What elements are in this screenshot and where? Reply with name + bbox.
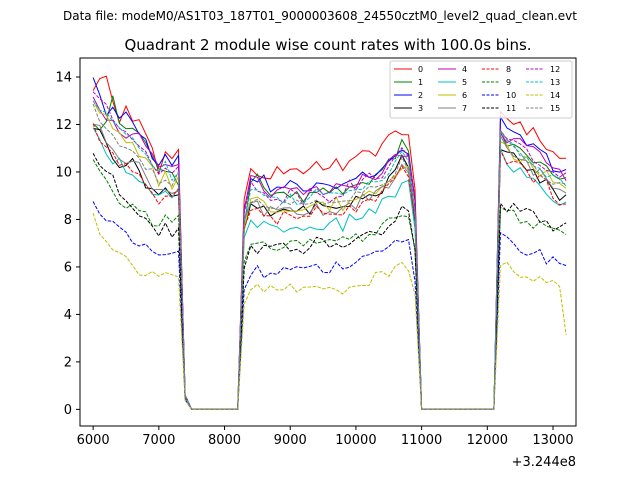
legend-label-4: 4 xyxy=(462,65,467,74)
x-tick-label: 6000 xyxy=(77,433,110,448)
legend-label-12: 12 xyxy=(550,65,560,74)
legend-label-5: 5 xyxy=(462,78,467,87)
y-axis: 0 2 4 6 8 10 12 14 xyxy=(55,70,80,418)
y-tick-label: 4 xyxy=(64,308,72,323)
x-tick-label: 13000 xyxy=(532,433,573,448)
plot-lines xyxy=(92,75,567,410)
legend-frame xyxy=(389,60,573,119)
y-tick-label: 14 xyxy=(55,70,72,85)
legend-label-11: 11 xyxy=(506,104,516,113)
x-tick-label: 7000 xyxy=(142,433,175,448)
chart-title: Quadrant 2 module wise count rates with … xyxy=(124,36,531,54)
legend-label-2: 2 xyxy=(418,91,423,100)
series-line-10 xyxy=(92,201,567,410)
x-tick-label: 8000 xyxy=(208,433,241,448)
legend-label-13: 13 xyxy=(550,78,560,87)
legend-label-10: 10 xyxy=(506,91,516,100)
legend-label-1: 1 xyxy=(418,78,423,87)
series-line-13 xyxy=(92,100,567,410)
y-tick-label: 6 xyxy=(64,260,72,275)
x-tick-label: 9000 xyxy=(274,433,307,448)
series-line-9 xyxy=(92,159,567,410)
x-offset-label: +3.244e8 xyxy=(512,455,576,470)
y-tick-label: 2 xyxy=(64,355,72,370)
legend-label-9: 9 xyxy=(506,78,511,87)
figure-suptitle: Data file: modeM0/AS1T03_187T01_90000036… xyxy=(63,9,577,23)
y-tick-label: 10 xyxy=(55,165,72,180)
series-line-14 xyxy=(92,212,567,410)
legend-label-6: 6 xyxy=(462,91,467,100)
legend-label-14: 14 xyxy=(550,91,560,100)
legend-label-8: 8 xyxy=(506,65,511,74)
x-axis: 6000 7000 8000 9000 10000 11000 12000 13000 xyxy=(77,426,574,448)
y-tick-label: 0 xyxy=(64,403,72,418)
x-tick-label: 11000 xyxy=(401,433,442,448)
x-tick-label: 10000 xyxy=(335,433,376,448)
y-tick-label: 8 xyxy=(64,213,72,228)
legend-label-0: 0 xyxy=(418,65,423,74)
legend-label-7: 7 xyxy=(462,104,467,113)
legend-label-3: 3 xyxy=(418,104,423,113)
legend-label-15: 15 xyxy=(550,104,560,113)
plot-frame xyxy=(79,57,577,427)
x-tick-label: 12000 xyxy=(467,433,508,448)
series-line-15 xyxy=(92,103,567,410)
y-tick-label: 12 xyxy=(55,118,72,133)
